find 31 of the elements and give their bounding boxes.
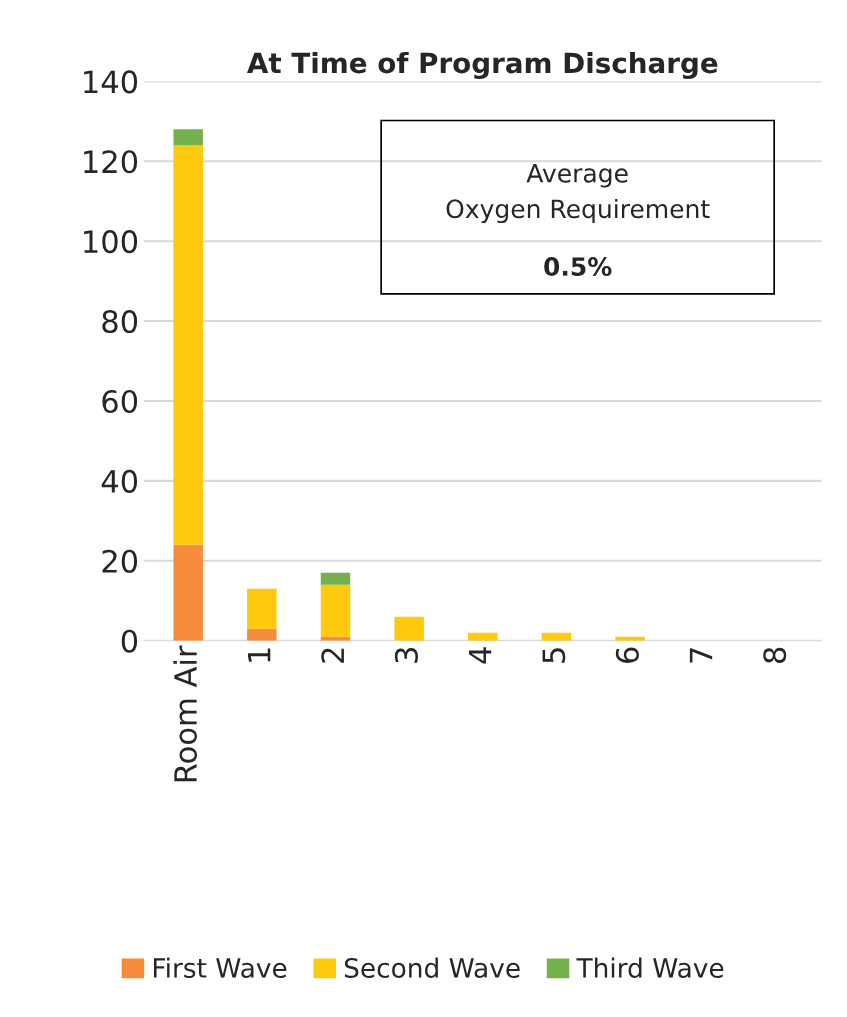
- annotation: Average Oxygen Requirement: [446, 164, 710, 224]
- x-tick-label: Room Air: [173, 645, 198, 782]
- x-tick-label: 1: [247, 648, 271, 662]
- bar: [320, 584, 351, 637]
- legend-label: First Wave: [153, 957, 287, 978]
- y-tick-label: 20: [102, 549, 138, 573]
- bar: [320, 572, 351, 585]
- x-tick-label: 8: [763, 647, 787, 663]
- chart-title: At Time of Program Discharge: [247, 51, 718, 80]
- bar: [247, 628, 277, 641]
- x-tick-label: 6: [615, 647, 639, 663]
- y-tick-label: 80: [102, 310, 138, 334]
- y-tick-label: 60: [102, 389, 138, 414]
- legend-label: Second Wave: [344, 957, 520, 978]
- bar: [173, 544, 203, 641]
- y-tick-label: 0: [121, 629, 138, 653]
- y-tick-label: 40: [101, 469, 138, 493]
- bar: [247, 588, 277, 629]
- x-tick-label: 5: [542, 648, 566, 663]
- bar: [173, 129, 203, 146]
- y-tick-label: 120: [84, 150, 138, 174]
- bar: [394, 616, 424, 641]
- bar: [173, 145, 203, 545]
- x-tick-label: 2: [321, 648, 344, 663]
- legend-label: Third Wave: [576, 957, 724, 978]
- x-tick-label: 4: [468, 647, 492, 664]
- y-tick-label: 140: [84, 70, 138, 94]
- annotation: 0.5%: [544, 257, 612, 276]
- x-tick-label: 3: [394, 648, 418, 663]
- y-tick-label: 100: [84, 230, 138, 254]
- x-tick-label: 7: [689, 648, 713, 663]
